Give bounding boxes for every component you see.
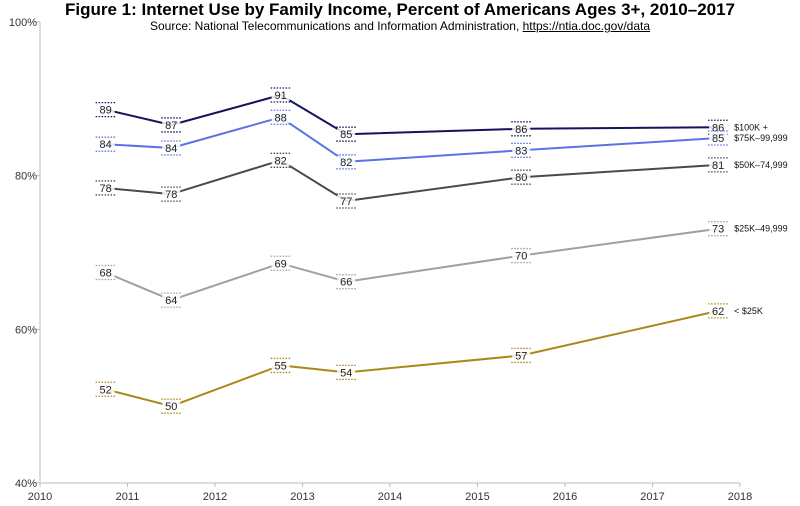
data-label-bg — [512, 349, 531, 362]
data-label-bg — [271, 257, 290, 270]
data-label: 84 — [165, 143, 177, 155]
data-label: 52 — [100, 384, 112, 396]
data-label-bg — [709, 132, 728, 145]
data-label-bg — [96, 138, 115, 151]
data-label-bg — [337, 128, 356, 141]
data-label: 66 — [340, 277, 352, 289]
x-tick-label: 2010 — [28, 491, 52, 503]
series-legend-label: $75K–99,999 — [734, 133, 788, 143]
series-line — [105, 309, 719, 408]
data-label: 86 — [515, 124, 527, 136]
data-label: 85 — [340, 129, 352, 141]
data-label: 50 — [165, 401, 177, 413]
series-group: 52 50 55 54 57 62 < $25K — [95, 303, 763, 414]
data-label-bg — [709, 158, 728, 171]
x-tick-label: 2011 — [116, 491, 140, 503]
data-label-bg — [162, 400, 181, 413]
y-tick-label: 40% — [15, 478, 37, 490]
series-group: 78 78 82 77 80 81 $50K–74,999 — [95, 152, 788, 209]
chart-subtitle: Source: National Telecommunications and … — [0, 19, 800, 34]
x-tick-label: 2017 — [640, 491, 664, 503]
x-tick-label: 2015 — [465, 491, 489, 503]
data-label-bg — [512, 171, 531, 184]
data-label: 77 — [340, 196, 352, 208]
data-label-bg — [162, 294, 181, 307]
data-label: 82 — [340, 157, 352, 169]
x-tick-label: 2016 — [553, 491, 577, 503]
data-label: 68 — [100, 267, 112, 279]
data-label: 87 — [165, 120, 177, 132]
x-tick-label: 2018 — [728, 491, 752, 503]
data-label-bg — [512, 144, 531, 157]
data-label: 81 — [712, 160, 724, 172]
series-line — [105, 159, 719, 202]
data-label-bg — [512, 249, 531, 262]
data-label-bg — [162, 118, 181, 131]
subtitle-source: Source: National Telecommunications and … — [149, 19, 523, 33]
y-tick-label: 60% — [15, 324, 37, 336]
series-line — [105, 94, 719, 136]
series-line — [105, 227, 719, 302]
data-label-bg — [337, 275, 356, 288]
data-label-bg — [96, 266, 115, 279]
series-group: 84 84 88 82 83 85 $75K–99,999 — [95, 109, 788, 170]
data-label: 80 — [515, 172, 527, 184]
source-link[interactable]: https://ntia.doc.gov/data — [522, 19, 651, 33]
series-legend-label: $25K–49,999 — [734, 224, 788, 234]
y-tick-label: 100% — [9, 17, 37, 29]
data-label: 70 — [515, 251, 527, 263]
data-label-bg — [162, 188, 181, 201]
data-label-bg — [337, 366, 356, 379]
data-label: 62 — [712, 306, 724, 318]
data-label-bg — [271, 359, 290, 372]
series-legend-label: < $25K — [734, 306, 763, 316]
data-label: 57 — [515, 350, 527, 362]
series-group: 68 64 69 66 70 73 $25K–49,999 — [95, 221, 788, 308]
data-label: 82 — [275, 155, 287, 167]
data-label-bg — [162, 142, 181, 155]
data-label-bg — [271, 88, 290, 101]
data-label: 85 — [712, 133, 724, 145]
data-label: 54 — [340, 367, 352, 379]
x-tick-label: 2012 — [203, 491, 227, 503]
data-label: 89 — [100, 105, 112, 117]
data-label: 78 — [100, 183, 112, 195]
data-label-bg — [96, 103, 115, 116]
data-label: 78 — [165, 189, 177, 201]
x-tick-label: 2013 — [290, 491, 314, 503]
data-label-bg — [96, 181, 115, 194]
data-label: 88 — [275, 112, 287, 124]
series-legend-label: $50K–74,999 — [734, 160, 788, 170]
data-label-bg — [709, 222, 728, 235]
data-label-bg — [96, 383, 115, 396]
data-label: 84 — [100, 139, 112, 151]
data-label-bg — [271, 111, 290, 124]
data-label-bg — [337, 155, 356, 168]
data-label-bg — [709, 304, 728, 317]
series-line — [105, 116, 719, 163]
chart-title: Figure 1: Internet Use by Family Income,… — [64, 0, 736, 19]
data-label-bg — [271, 154, 290, 167]
series-legend-label: $100K + — [734, 122, 768, 132]
x-tick-label: 2014 — [378, 491, 402, 503]
data-label: 91 — [275, 90, 287, 102]
data-label: 83 — [515, 145, 527, 157]
y-tick-label: 80% — [15, 171, 37, 183]
data-label: 69 — [275, 258, 287, 270]
data-label: 55 — [275, 360, 287, 372]
data-label: 64 — [165, 295, 177, 307]
data-label-bg — [337, 195, 356, 208]
data-label-bg — [512, 122, 531, 135]
data-label-bg — [709, 121, 728, 134]
data-label: 73 — [712, 224, 724, 236]
